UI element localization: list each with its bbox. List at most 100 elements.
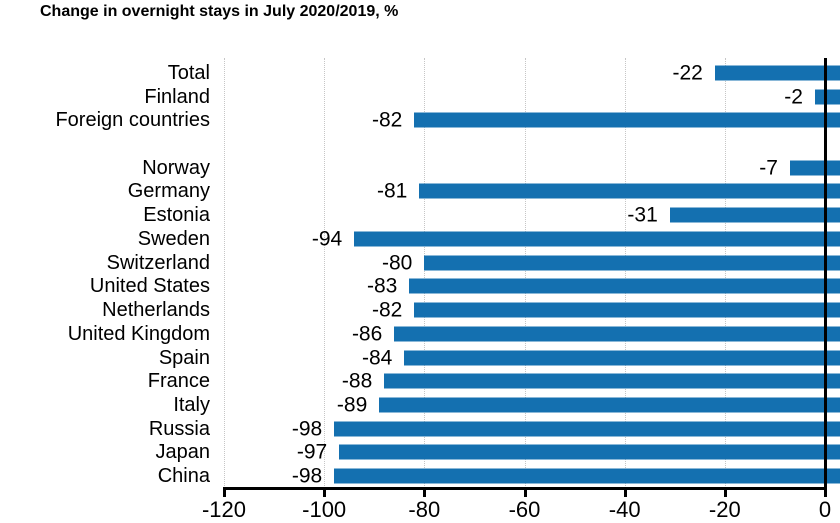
bar bbox=[379, 397, 840, 413]
x-tick-label: -40 bbox=[608, 497, 641, 522]
bar-row-finland: Finland -2 bbox=[0, 85, 840, 109]
category-label: Germany bbox=[127, 180, 210, 203]
category-label: Sweden bbox=[137, 227, 210, 250]
bar bbox=[424, 255, 840, 271]
bar-row-united-states: United States -83 bbox=[0, 275, 840, 299]
bar-row-united-kingdom: United Kingdom -86 bbox=[0, 322, 840, 346]
bar bbox=[339, 444, 840, 460]
bar bbox=[789, 160, 840, 176]
bar-track: -7 bbox=[224, 156, 840, 180]
bar-row-spain: Spain -84 bbox=[0, 346, 840, 370]
category-label: Italy bbox=[173, 393, 210, 416]
gridline--80 bbox=[424, 58, 426, 488]
spacer-row bbox=[0, 132, 840, 156]
gridline--20 bbox=[724, 58, 726, 488]
gridline--100 bbox=[324, 58, 326, 488]
category-label: Japan bbox=[155, 441, 211, 464]
bar-track: -80 bbox=[224, 251, 840, 275]
bar-track: -31 bbox=[224, 203, 840, 227]
bar bbox=[814, 89, 840, 105]
x-tick--40 bbox=[623, 488, 627, 497]
bar-track: -82 bbox=[224, 108, 840, 132]
category-label: Foreign countries bbox=[55, 109, 210, 132]
value-label: -94 bbox=[311, 227, 343, 251]
x-tick--20 bbox=[723, 488, 727, 497]
x-tick--60 bbox=[523, 488, 527, 497]
bar-track: -94 bbox=[224, 227, 840, 251]
bar-row-switzerland: Switzerland -80 bbox=[0, 251, 840, 275]
bar-row-italy: Italy -89 bbox=[0, 393, 840, 417]
bar-row-sweden: Sweden -94 bbox=[0, 227, 840, 251]
value-label: -88 bbox=[341, 369, 373, 393]
bar-row-norway: Norway -7 bbox=[0, 156, 840, 180]
bar-track: -97 bbox=[224, 441, 840, 465]
bar-row-netherlands: Netherlands -82 bbox=[0, 298, 840, 322]
x-axis-ticks-layer: -120 -100 -80 -60 -40 -20 0 bbox=[202, 488, 840, 523]
bar-row-france: France -88 bbox=[0, 369, 840, 393]
bar-row-china: China -98 bbox=[0, 464, 840, 488]
bar bbox=[354, 231, 840, 247]
bar-track: -89 bbox=[224, 393, 840, 417]
gridlines-layer bbox=[224, 58, 840, 488]
value-label: -82 bbox=[371, 108, 403, 132]
value-label: -2 bbox=[784, 85, 803, 109]
value-label: -86 bbox=[351, 322, 383, 346]
bar bbox=[394, 326, 840, 342]
bar bbox=[414, 302, 840, 318]
bar bbox=[419, 183, 840, 199]
value-label: -98 bbox=[291, 464, 323, 488]
x-tick-label: -60 bbox=[508, 497, 541, 522]
x-tick--120 bbox=[223, 488, 226, 497]
x-tick--100 bbox=[323, 488, 327, 497]
x-tick-label: -80 bbox=[408, 497, 441, 522]
bar bbox=[409, 278, 840, 294]
x-tick-label: -100 bbox=[302, 497, 347, 522]
bar-track: -83 bbox=[224, 275, 840, 299]
value-label: -83 bbox=[366, 274, 398, 298]
bar bbox=[334, 468, 840, 484]
bar-row-estonia: Estonia -31 bbox=[0, 203, 840, 227]
bar-row-total: Total -22 bbox=[0, 61, 840, 85]
bar-rows-layer: Total -22 Finland -2 Foreign countries -82 Nor… bbox=[0, 61, 840, 488]
value-label: -84 bbox=[361, 346, 393, 370]
category-label: United Kingdom bbox=[67, 322, 210, 345]
bar-track: -81 bbox=[224, 180, 840, 204]
value-label: -31 bbox=[627, 203, 658, 227]
category-label: Russia bbox=[148, 417, 210, 440]
value-label: -97 bbox=[296, 440, 328, 464]
value-label: -80 bbox=[381, 251, 413, 275]
bar-track: -82 bbox=[224, 298, 840, 322]
category-label: Norway bbox=[142, 156, 210, 179]
category-label: Finland bbox=[144, 85, 210, 108]
category-label: Spain bbox=[158, 346, 210, 369]
category-label: China bbox=[157, 465, 210, 488]
gridline--60 bbox=[524, 58, 526, 488]
value-label: -7 bbox=[759, 156, 778, 180]
category-label: Netherlands bbox=[102, 299, 210, 322]
category-label: Switzerland bbox=[106, 251, 210, 274]
value-label: -89 bbox=[336, 393, 368, 417]
bar-track: -22 bbox=[224, 61, 840, 85]
bar-row-japan: Japan -97 bbox=[0, 441, 840, 465]
bar bbox=[334, 421, 840, 437]
bar bbox=[714, 65, 840, 81]
x-tick--80 bbox=[423, 488, 427, 497]
value-label: -98 bbox=[291, 417, 323, 441]
bar-track: -84 bbox=[224, 346, 840, 370]
x-tick-label: 0 bbox=[818, 497, 832, 522]
category-label: Estonia bbox=[143, 204, 210, 227]
chart-title: Change in overnight stays in July 2020/2… bbox=[40, 3, 399, 20]
bar-row-germany: Germany -81 bbox=[0, 180, 840, 204]
gridline--120 bbox=[224, 58, 225, 488]
bar bbox=[414, 112, 840, 128]
gridline--40 bbox=[624, 58, 626, 488]
bar-row-foreign-countries: Foreign countries -82 bbox=[0, 108, 840, 132]
value-label: -81 bbox=[376, 179, 408, 203]
bar bbox=[384, 373, 840, 389]
bar bbox=[404, 350, 840, 366]
bar-row-russia: Russia -98 bbox=[0, 417, 840, 441]
category-label: United States bbox=[89, 275, 210, 298]
value-label: -22 bbox=[672, 61, 703, 85]
x-tick-0 bbox=[824, 488, 827, 497]
